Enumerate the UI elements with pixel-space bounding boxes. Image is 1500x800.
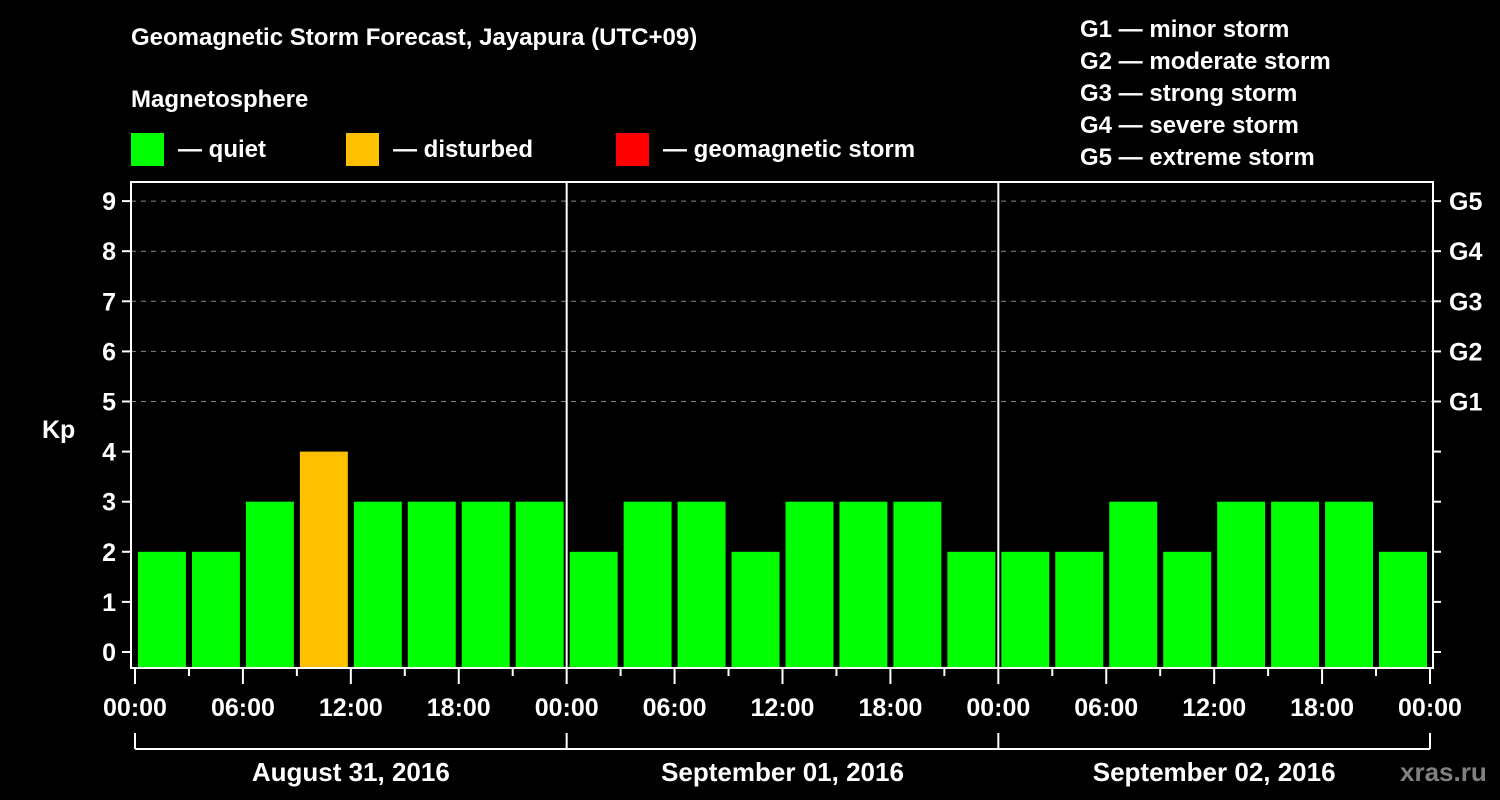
g-scale-label: G4 xyxy=(1449,238,1482,266)
legend-subtitle: Magnetosphere xyxy=(131,86,309,113)
y-tick-label: 7 xyxy=(102,288,116,316)
day-label: September 02, 2016 xyxy=(1093,757,1336,787)
legend-item-quiet: — quiet xyxy=(131,133,266,166)
y-tick-label: 4 xyxy=(102,439,116,467)
kp-bar xyxy=(353,501,402,668)
g-scale-label: G5 xyxy=(1449,188,1482,216)
kp-bar xyxy=(1379,551,1427,668)
kp-bar xyxy=(839,501,888,668)
kp-bar xyxy=(1271,501,1320,668)
y-tick-label: 9 xyxy=(102,188,116,216)
x-tick-label: 00:00 xyxy=(966,694,1030,722)
kp-bar xyxy=(785,501,834,668)
x-tick-label: 06:00 xyxy=(643,694,707,722)
storm-scale-legend: G1 — minor storm G2 — moderate storm G3 … xyxy=(1080,14,1331,174)
y-tick-label: 0 xyxy=(102,639,116,667)
g-scale-label: G3 xyxy=(1449,288,1482,316)
kp-bar xyxy=(1109,501,1158,668)
kp-bar xyxy=(299,451,348,668)
g-scale-label: G2 xyxy=(1449,338,1482,366)
y-tick-label: 2 xyxy=(102,539,116,567)
kp-bar xyxy=(1163,551,1212,668)
x-tick-label: 00:00 xyxy=(1398,694,1462,722)
kp-bar xyxy=(677,501,726,668)
day-label: August 31, 2016 xyxy=(252,757,450,787)
kp-bar xyxy=(138,551,186,668)
y-axis-label: Kp xyxy=(42,416,75,444)
watermark: xras.ru xyxy=(1400,757,1487,787)
legend-label: — quiet xyxy=(178,135,266,163)
legend-label: — geomagnetic storm xyxy=(663,135,916,163)
g-scale-label: G1 xyxy=(1449,389,1482,417)
storm-scale-g4: G4 — severe storm xyxy=(1080,112,1299,139)
legend-label: — disturbed xyxy=(393,135,534,163)
kp-bar xyxy=(191,551,240,668)
y-tick-label: 1 xyxy=(102,589,116,617)
x-tick-label: 12:00 xyxy=(319,694,383,722)
y-tick-label: 6 xyxy=(102,338,116,366)
x-tick-label: 12:00 xyxy=(1182,694,1246,722)
storm-scale-g3: G3 — strong storm xyxy=(1080,80,1298,107)
legend-item-storm: — geomagnetic storm xyxy=(616,133,915,166)
legend-item-disturbed: — disturbed xyxy=(346,133,533,166)
kp-bar xyxy=(461,501,510,668)
chart-title: Geomagnetic Storm Forecast, Jayapura (UT… xyxy=(131,24,698,51)
y-tick-label: 3 xyxy=(102,489,116,517)
kp-bar xyxy=(1055,551,1104,668)
storm-swatch-icon xyxy=(616,133,649,166)
y-tick-label: 5 xyxy=(102,389,116,417)
kp-bar xyxy=(1325,501,1374,668)
kp-bar xyxy=(731,551,780,668)
kp-bar xyxy=(515,501,564,668)
kp-bar xyxy=(569,551,618,668)
x-tick-label: 06:00 xyxy=(1074,694,1138,722)
kp-bar xyxy=(893,501,942,668)
y-tick-label: 8 xyxy=(102,238,116,266)
x-tick-label: 06:00 xyxy=(211,694,275,722)
kp-bar xyxy=(245,501,294,668)
kp-bar xyxy=(1217,501,1266,668)
kp-bar xyxy=(1001,551,1050,668)
kp-bar xyxy=(623,501,672,668)
storm-scale-g5: G5 — extreme storm xyxy=(1080,144,1315,171)
kp-bar xyxy=(947,551,996,668)
day-label: September 01, 2016 xyxy=(661,757,904,787)
storm-scale-g2: G2 — moderate storm xyxy=(1080,48,1331,75)
x-tick-label: 00:00 xyxy=(535,694,599,722)
quiet-swatch-icon xyxy=(131,133,164,166)
x-tick-label: 18:00 xyxy=(858,694,922,722)
storm-scale-g1: G1 — minor storm xyxy=(1080,16,1290,43)
kp-bar xyxy=(407,501,456,668)
x-tick-label: 12:00 xyxy=(751,694,815,722)
x-tick-label: 00:00 xyxy=(103,694,167,722)
x-tick-label: 18:00 xyxy=(427,694,491,722)
x-tick-label: 18:00 xyxy=(1290,694,1354,722)
disturbed-swatch-icon xyxy=(346,133,379,166)
